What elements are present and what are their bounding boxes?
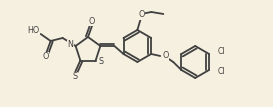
Text: O: O	[138, 10, 144, 19]
Text: Cl: Cl	[217, 48, 225, 56]
Text: S: S	[73, 72, 78, 81]
Text: O: O	[89, 16, 95, 25]
Text: O: O	[42, 52, 49, 62]
Text: S: S	[98, 57, 103, 66]
Text: Cl: Cl	[217, 68, 225, 77]
Text: HO: HO	[28, 27, 40, 36]
Text: N: N	[68, 40, 74, 49]
Text: O: O	[162, 51, 168, 60]
